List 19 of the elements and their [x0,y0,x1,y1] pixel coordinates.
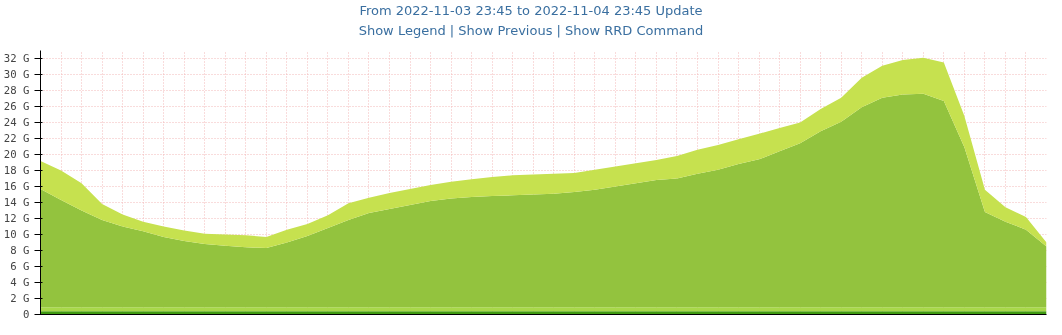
y-tick-label: 12 G [3,212,30,225]
text: Show Legend | Show Previous | Show RRD Command [358,22,704,40]
y-tick-label: 0 [23,307,30,321]
y-tick-label: 14 G [3,196,30,209]
y-tick-label: 26 G [3,100,30,113]
y-tick-label: 16 G [3,180,30,193]
y-tick-label: 22 G [3,132,30,145]
y-tick-label: 10 G [3,228,30,241]
y-tick-label: 6 G [10,260,30,273]
y-tick-label: 20 G [3,148,30,161]
y-tick-label: 24 G [3,116,30,129]
y-tick-label: 18 G [3,164,30,177]
y-tick-label: 32 G [3,52,30,65]
y-tick-label: 30 G [3,68,30,81]
y-tick-label: 4 G [10,276,30,289]
y-tick-label: 2 G [10,292,30,305]
y-tick-label: 28 G [3,84,30,97]
text: From 2022-11-03 23:45 to 2022-11-04 23:45 Update [359,2,703,20]
y-tick-label: 8 G [10,244,30,257]
